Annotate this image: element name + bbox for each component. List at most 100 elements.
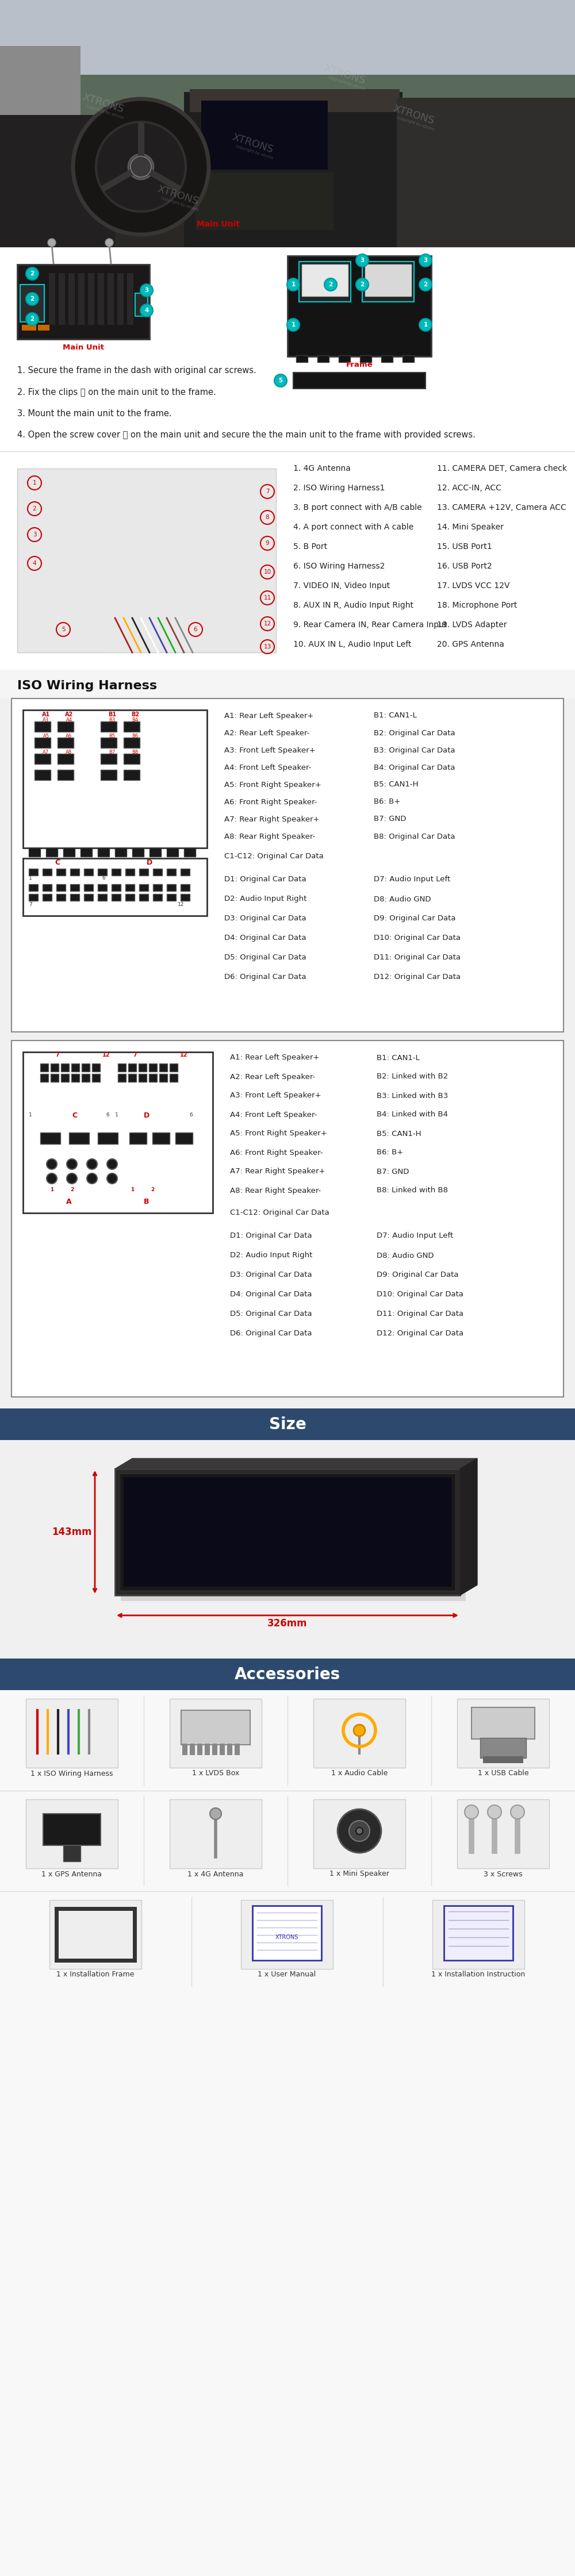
Text: 11: 11 (263, 595, 271, 600)
Text: D3: Original Car Data: D3: Original Car Data (230, 1273, 312, 1278)
Bar (34, 737, 51, 747)
Bar (98, 894, 107, 902)
Bar (362, 263, 414, 301)
Text: A8: Rear Right Speaker-: A8: Rear Right Speaker- (230, 1188, 321, 1195)
Bar (170, 1064, 178, 1072)
Text: B7: B7 (109, 750, 116, 755)
Text: 15. USB Port1: 15. USB Port1 (437, 544, 492, 551)
Bar (0, 670, 575, 698)
Text: 1 x USB Cable: 1 x USB Cable (478, 1770, 528, 1777)
Text: B1: CAN1-L: B1: CAN1-L (374, 711, 417, 719)
Bar (84, 884, 93, 891)
Circle shape (324, 278, 337, 291)
Bar (184, 93, 402, 247)
Bar (150, 848, 161, 858)
Text: 2: 2 (360, 281, 365, 289)
Circle shape (354, 1723, 365, 1736)
Text: 1 x 4G Antenna: 1 x 4G Antenna (187, 1870, 244, 1878)
Bar (112, 894, 121, 902)
Text: D2: Audio Input Right: D2: Audio Input Right (230, 1252, 312, 1260)
Text: copyright by xtrons: copyright by xtrons (235, 144, 273, 160)
Circle shape (96, 121, 186, 211)
Bar (184, 848, 195, 858)
Text: 11. CAMERA DET, Camera check: 11. CAMERA DET, Camera check (437, 464, 567, 471)
Text: XTRONS: XTRONS (275, 1935, 298, 1940)
Text: A3: Front Left Speaker+: A3: Front Left Speaker+ (230, 1092, 321, 1100)
Text: A3: A3 (43, 719, 49, 724)
Bar (34, 755, 51, 765)
Circle shape (105, 240, 113, 247)
Bar (51, 1064, 59, 1072)
Bar (29, 884, 38, 891)
Text: 3: 3 (144, 289, 149, 294)
Text: A1: A1 (42, 711, 50, 719)
Bar (197, 1744, 202, 1754)
Bar (0, 1409, 575, 1440)
Text: D5: Original Car Data: D5: Original Car Data (230, 1311, 312, 1319)
Text: 2. ISO Wiring Harness1: 2. ISO Wiring Harness1 (293, 484, 385, 492)
Bar (457, 1801, 549, 1868)
Bar (49, 1901, 141, 1968)
Bar (153, 894, 162, 902)
Text: D10: Original Car Data: D10: Original Car Data (374, 935, 461, 943)
Bar (92, 1064, 100, 1072)
Bar (181, 868, 190, 876)
Text: A6: A6 (66, 734, 72, 739)
Bar (20, 283, 44, 322)
Circle shape (47, 1159, 57, 1170)
Text: A: A (66, 1198, 72, 1206)
Circle shape (26, 312, 39, 325)
Text: 10: 10 (263, 569, 271, 574)
Text: 1 x Mini Speaker: 1 x Mini Speaker (329, 1870, 389, 1878)
Text: copyright by xtrons: copyright by xtrons (396, 116, 434, 131)
Text: A8: A8 (66, 750, 72, 755)
Text: 4. A port connect with A cable: 4. A port connect with A cable (293, 523, 413, 531)
Text: A3: Front Left Speaker+: A3: Front Left Speaker+ (224, 747, 316, 755)
Text: 9. Rear Camera IN, Rear Camera Input: 9. Rear Camera IN, Rear Camera Input (293, 621, 447, 629)
Bar (82, 1074, 90, 1082)
Bar (92, 1074, 100, 1082)
Text: 1: 1 (291, 322, 296, 327)
Text: A4: Front Left Speaker-: A4: Front Left Speaker- (224, 762, 311, 770)
Bar (302, 265, 348, 296)
Text: 6: 6 (194, 626, 197, 631)
Bar (84, 894, 93, 902)
Text: 1 x LVDS Box: 1 x LVDS Box (192, 1770, 239, 1777)
Bar (23, 711, 207, 848)
Bar (132, 848, 144, 858)
Text: A5: Front Right Speaker+: A5: Front Right Speaker+ (230, 1131, 327, 1139)
Bar (26, 1801, 118, 1868)
Bar (12, 698, 564, 1033)
Bar (57, 755, 74, 765)
Text: D8: Audio GND: D8: Audio GND (374, 896, 431, 902)
Text: 2: 2 (70, 1188, 74, 1193)
Polygon shape (115, 1458, 477, 1468)
Text: C1-C12: Original Car Data: C1-C12: Original Car Data (230, 1208, 329, 1216)
Text: Main Unit: Main Unit (63, 343, 104, 350)
Bar (360, 355, 371, 363)
Bar (59, 273, 65, 325)
Bar (56, 1909, 135, 1960)
Text: 20. GPS Antenna: 20. GPS Antenna (437, 641, 504, 649)
Bar (118, 1074, 126, 1082)
Circle shape (107, 1172, 117, 1182)
Text: B7: GND: B7: GND (377, 1167, 409, 1175)
Text: 2: 2 (30, 317, 34, 322)
Text: 1 x Installation Frame: 1 x Installation Frame (56, 1971, 135, 1978)
Bar (101, 721, 117, 732)
Bar (71, 1074, 79, 1082)
Text: B3: Linked with B3: B3: Linked with B3 (377, 1092, 448, 1100)
Text: XTRONS: XTRONS (231, 131, 275, 155)
Text: B5: CAN1-H: B5: CAN1-H (377, 1131, 421, 1139)
Bar (49, 273, 55, 325)
Text: A2: Rear Left Speaker-: A2: Rear Left Speaker- (224, 729, 309, 737)
Text: 6. ISO Wiring Harness2: 6. ISO Wiring Harness2 (293, 562, 385, 569)
Text: B6: B6 (132, 734, 139, 739)
Bar (0, 116, 115, 247)
Text: 2: 2 (30, 296, 34, 301)
Bar (115, 1468, 460, 1595)
Text: XTRONS: XTRONS (156, 183, 200, 206)
Bar (29, 868, 38, 876)
Bar (128, 1074, 136, 1082)
Bar (167, 848, 178, 858)
